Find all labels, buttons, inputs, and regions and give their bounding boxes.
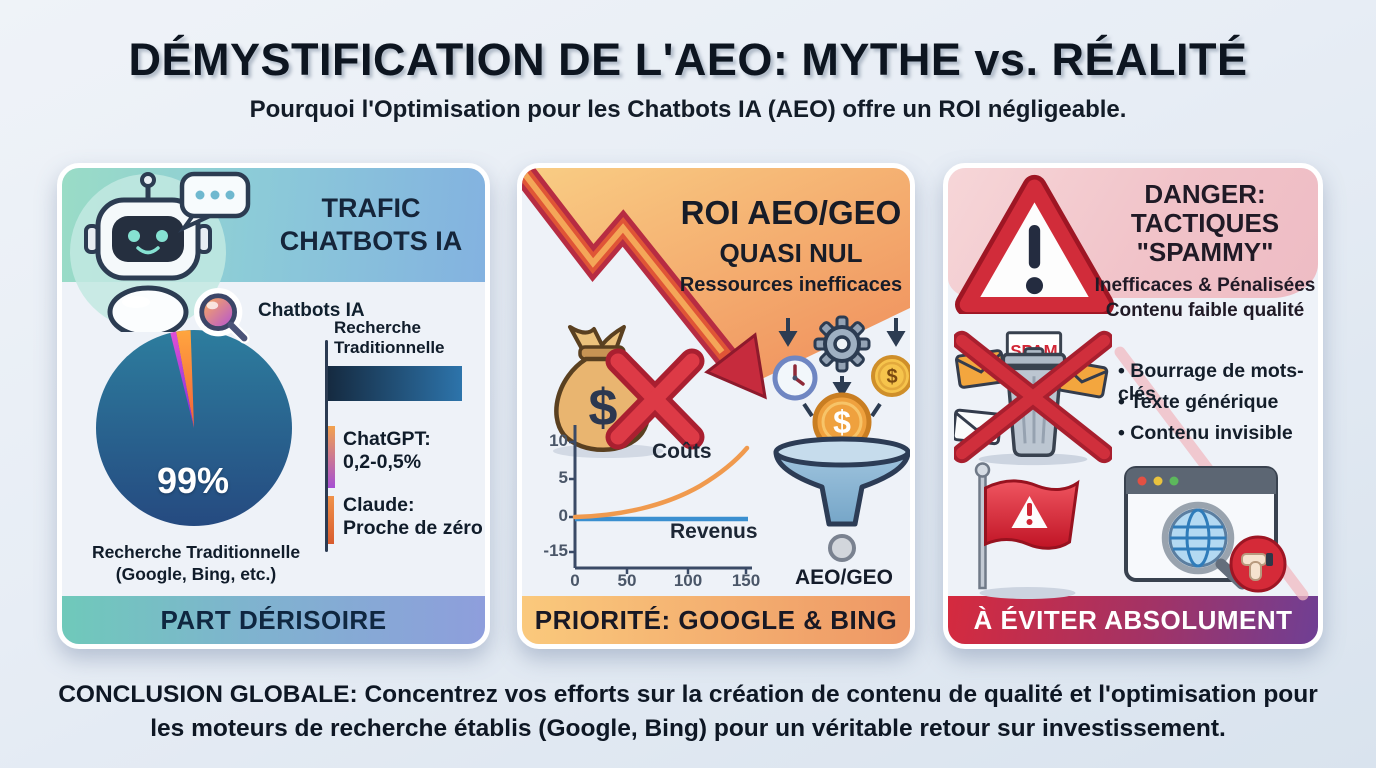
danger-bullet-2: Texte générique xyxy=(1118,391,1278,414)
panel-traffic-chatbots: TRAFIC CHATBOTS IA 99% xyxy=(57,163,490,649)
traffic-footer-badge: PART DÉRISOIRE xyxy=(62,596,485,644)
bar3-l1: Claude: xyxy=(343,494,415,516)
speech-bubble-icon xyxy=(177,171,251,233)
danger-subtitle1: Inefficaces & Pénalisées xyxy=(1094,275,1316,297)
bar-claude xyxy=(328,496,334,544)
panel-roi-aeo-geo: ROI AEO/GEO QUASI NUL Ressources ineffic… xyxy=(517,163,915,649)
pie-slice-chatgpt xyxy=(176,330,194,428)
xtick-50: 50 xyxy=(617,571,637,590)
roi-title-block: ROI AEO/GEO QUASI NUL Ressources ineffic… xyxy=(670,194,910,297)
traffic-title-line2: CHATBOTS IA xyxy=(279,225,463,256)
xtick-100: 100 xyxy=(673,571,703,590)
xtick-0: 0 xyxy=(570,571,580,590)
ytick-neg15: -15 xyxy=(543,541,568,560)
bar-claude-label: Claude: Proche de zéro xyxy=(343,494,483,541)
browser-thumbsdown-icon xyxy=(1124,466,1287,593)
danger-title-block: DANGER: TACTIQUES "SPAMMY" Inefficaces &… xyxy=(1088,179,1318,324)
warning-triangle-icon xyxy=(954,174,1115,314)
declining-arrow-icon xyxy=(522,168,767,400)
magnifier-label: Chatbots IA xyxy=(258,300,365,321)
traffic-title: TRAFIC CHATBOTS IA xyxy=(260,192,482,258)
robot-icon xyxy=(70,171,251,332)
bar3-l2: Proche de zéro xyxy=(343,517,483,540)
bar2-l2: 0,2-0,5% xyxy=(343,451,422,474)
cost-series-label: Coûts xyxy=(652,440,712,463)
magnifier-ring xyxy=(1161,501,1235,575)
small-coin-icon: $ xyxy=(871,355,910,397)
ytick-0: 0 xyxy=(558,506,568,525)
bar1-l1: Recherche xyxy=(334,318,421,337)
red-cross-icon-2 xyxy=(954,330,1112,464)
clock-icon xyxy=(772,355,818,401)
danger-subtitle2: Contenu faible qualité xyxy=(1105,300,1305,322)
spam-trash-crossed-icon: SPAM xyxy=(954,330,1112,466)
roi-line-chart xyxy=(569,425,752,574)
red-flag-icon xyxy=(974,462,1080,599)
bar-chatgpt xyxy=(328,426,335,488)
danger-title-line1: DANGER: xyxy=(1144,179,1266,209)
bar-chatgpt-label: ChatGPT: 0,2-0,5% xyxy=(343,428,431,475)
panel-danger-spammy: DANGER: TACTIQUES "SPAMMY" Inefficaces &… xyxy=(943,163,1323,649)
bar-traditional xyxy=(328,366,462,401)
roi-subtitle1: QUASI NUL xyxy=(719,238,863,268)
bar-traditional-label: Recherche Traditionnelle xyxy=(334,318,445,359)
money-bag-crossed-icon: $ xyxy=(553,325,705,458)
red-cross-icon xyxy=(605,348,705,450)
output-drop xyxy=(828,534,856,562)
roi-title: ROI AEO/GEO xyxy=(680,194,902,231)
ytick-5: 5 xyxy=(558,468,568,487)
ytick-10: 10 xyxy=(549,431,568,450)
danger-title-line2: TACTIQUES xyxy=(1130,208,1280,239)
page-title: DÉMYSTIFICATION DE L'AEO: MYTHE vs. RÉAL… xyxy=(128,34,1248,85)
pie-caption-line1: Recherche Traditionnelle xyxy=(91,542,301,562)
input-arrows xyxy=(778,318,906,418)
pie-caption-line2: (Google, Bing, etc.) xyxy=(115,563,277,584)
funnel-label: AEO/GEO xyxy=(794,566,894,589)
bar2-l1: ChatGPT: xyxy=(343,428,431,450)
danger-bullet-3: Contenu invisible xyxy=(1118,422,1293,445)
cost-curve xyxy=(572,445,750,520)
funnel-icon: $ $ xyxy=(772,315,910,562)
pie-center-value: 99% xyxy=(156,460,230,501)
bar1-l2: Traditionnelle xyxy=(334,338,445,358)
roi-subtitle2: Ressources inefficaces xyxy=(679,274,903,296)
danger-title-line3: "SPAMMY" xyxy=(1136,237,1274,268)
xtick-150: 150 xyxy=(731,571,761,590)
big-coin-icon: $ xyxy=(812,392,872,452)
page-subtitle: Pourquoi l'Optimisation pour les Chatbot… xyxy=(249,96,1127,123)
traffic-title-line1: TRAFIC xyxy=(321,193,421,223)
conclusion-text: CONCLUSION GLOBALE: Concentrez vos effor… xyxy=(58,681,1318,742)
danger-footer-badge: À ÉVITER ABSOLUMENT xyxy=(948,596,1318,644)
globe-icon xyxy=(1168,508,1228,568)
small-coin-dollar: $ xyxy=(886,366,897,388)
magnifier-icon xyxy=(194,288,250,344)
gear-icon xyxy=(813,315,871,373)
roi-header-band xyxy=(522,168,910,400)
revenue-series-label: Revenus xyxy=(670,520,758,543)
thumbs-down-icon xyxy=(1229,535,1287,593)
pie-slice-claude xyxy=(170,331,194,428)
pie-caption: Recherche Traditionnelle (Google, Bing, … xyxy=(70,542,322,586)
roi-footer-badge: PRIORITÉ: GOOGLE & BING xyxy=(522,596,910,644)
mini-bar-axis xyxy=(325,340,328,552)
traffic-pie-chart xyxy=(96,330,292,526)
big-coin-dollar: $ xyxy=(833,404,851,440)
